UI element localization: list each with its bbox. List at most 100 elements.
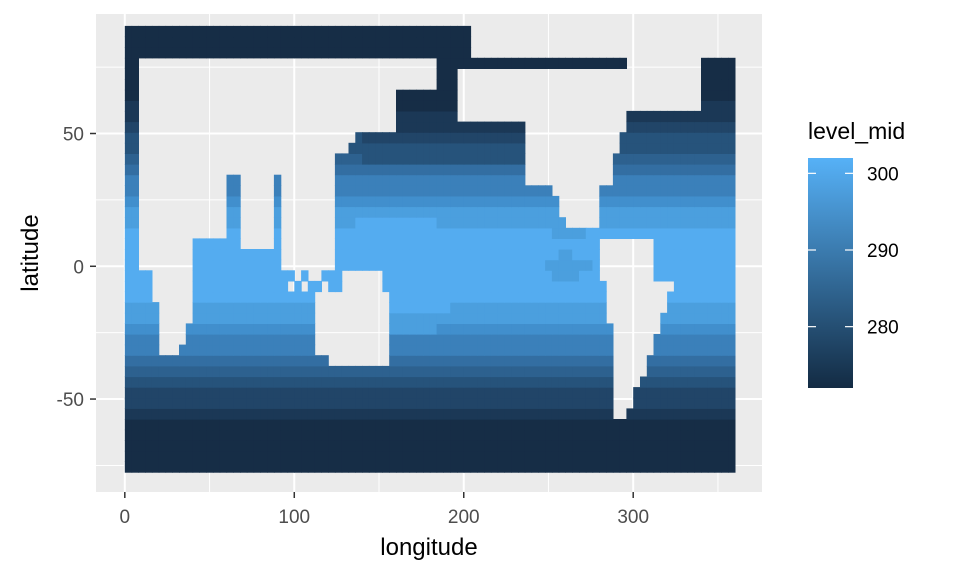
field-cell xyxy=(362,440,370,452)
field-cell xyxy=(524,195,533,208)
field-cell xyxy=(511,153,519,165)
field-cell xyxy=(707,440,716,452)
field-cell xyxy=(375,227,383,239)
field-cell xyxy=(511,195,519,208)
field-cell xyxy=(321,387,329,399)
field-cell xyxy=(728,153,736,165)
field-cell xyxy=(429,164,438,176)
field-cell xyxy=(585,429,594,441)
field-cell xyxy=(165,387,173,399)
field-cell xyxy=(504,419,512,431)
field-cell xyxy=(667,110,675,123)
field-cell xyxy=(355,365,363,378)
field-cell xyxy=(389,334,397,346)
field-cell xyxy=(233,334,241,346)
field-cell xyxy=(707,174,716,186)
field-cell xyxy=(368,164,377,176)
field-cell xyxy=(484,259,492,271)
field-cell xyxy=(294,365,302,378)
field-cell xyxy=(538,57,546,69)
field-cell xyxy=(334,450,343,462)
field-cell xyxy=(423,408,431,420)
field-cell xyxy=(443,419,451,431)
field-cell xyxy=(572,461,580,473)
field-cell xyxy=(606,365,614,378)
field-cell xyxy=(667,365,675,378)
field-cell xyxy=(131,217,139,229)
field-cell xyxy=(172,461,180,473)
field-cell xyxy=(192,387,200,399)
field-cell xyxy=(124,461,133,473)
field-cell xyxy=(457,280,465,293)
field-cell xyxy=(429,376,438,388)
field-cell xyxy=(368,365,377,378)
field-cell xyxy=(409,419,417,431)
field-cell xyxy=(518,429,526,441)
field-cell xyxy=(124,238,133,250)
field-cell xyxy=(714,291,722,303)
field-cell xyxy=(334,249,343,261)
field-cell xyxy=(206,47,214,59)
field-cell xyxy=(721,132,729,144)
field-cell xyxy=(450,408,458,420)
field-cell xyxy=(212,25,221,38)
field-cell xyxy=(192,397,200,409)
field-cell xyxy=(131,227,139,239)
field-cell xyxy=(396,408,404,420)
field-cell xyxy=(497,238,505,250)
field-cell xyxy=(389,227,397,239)
field-cell xyxy=(409,355,417,367)
field-cell xyxy=(680,110,689,123)
field-cell xyxy=(653,429,661,441)
field-cell xyxy=(511,291,519,303)
field-cell xyxy=(450,387,458,399)
field-cell xyxy=(328,461,336,473)
field-cell xyxy=(565,440,573,452)
field-cell xyxy=(382,259,390,271)
field-cell xyxy=(273,461,282,473)
field-cell xyxy=(179,429,187,441)
field-cell xyxy=(714,89,722,101)
field-cell xyxy=(673,440,682,452)
field-cell xyxy=(389,270,397,282)
field-cell xyxy=(545,217,553,229)
field-cell xyxy=(334,195,343,208)
field-cell xyxy=(538,450,546,462)
field-cell xyxy=(612,206,621,218)
field-cell xyxy=(579,280,587,293)
field-cell xyxy=(585,397,594,409)
field-cell xyxy=(375,174,383,186)
field-cell xyxy=(687,450,695,462)
field-cell xyxy=(348,47,356,59)
field-cell xyxy=(416,259,424,271)
field-cell xyxy=(484,217,492,229)
field-cell xyxy=(497,429,505,441)
field-cell xyxy=(253,47,261,59)
field-cell xyxy=(504,397,512,409)
field-cell xyxy=(721,312,729,324)
field-cell xyxy=(504,185,512,197)
field-cell xyxy=(273,238,282,250)
field-cell xyxy=(728,142,736,154)
field-cell xyxy=(233,302,241,314)
field-cell xyxy=(314,355,322,367)
field-cell xyxy=(389,323,397,335)
field-cell xyxy=(714,259,722,271)
field-cell xyxy=(314,36,322,48)
field-cell xyxy=(429,25,438,38)
field-cell xyxy=(680,280,689,293)
field-cell xyxy=(131,312,139,324)
field-cell xyxy=(673,185,682,197)
field-cell xyxy=(463,440,472,452)
field-cell xyxy=(409,323,417,335)
field-cell xyxy=(660,344,668,356)
field-cell xyxy=(389,47,397,59)
field-cell xyxy=(131,440,139,452)
field-cell xyxy=(667,419,675,431)
field-cell xyxy=(192,302,200,314)
field-cell xyxy=(287,36,295,48)
field-cell xyxy=(707,79,716,91)
field-cell xyxy=(477,312,485,324)
field-cell xyxy=(341,227,350,239)
field-cell xyxy=(389,365,397,378)
